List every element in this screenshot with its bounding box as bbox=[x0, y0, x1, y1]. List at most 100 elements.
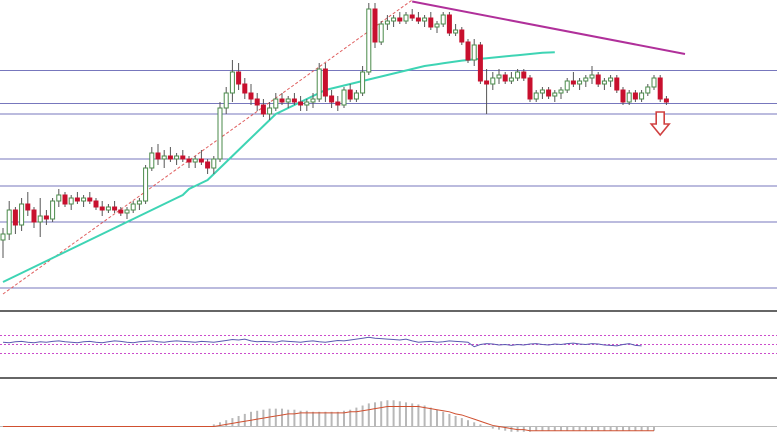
candle-body bbox=[174, 155, 180, 160]
macd-panel bbox=[0, 400, 777, 432]
candle-body bbox=[360, 71, 366, 94]
candle-body bbox=[446, 14, 452, 34]
candle-body bbox=[508, 77, 514, 82]
candle-body bbox=[31, 209, 37, 223]
candle-body bbox=[639, 92, 645, 100]
candle-body bbox=[12, 209, 18, 226]
candle-body bbox=[99, 206, 105, 211]
candle-body bbox=[105, 206, 111, 211]
candle-body bbox=[521, 71, 527, 79]
candle-body bbox=[155, 152, 161, 160]
candle-body bbox=[484, 80, 490, 85]
candle-body bbox=[595, 74, 601, 85]
candle-body bbox=[453, 29, 459, 34]
candle-body bbox=[124, 209, 130, 214]
candle-body bbox=[242, 83, 248, 94]
candle-body bbox=[589, 74, 595, 79]
candle-body bbox=[192, 158, 198, 163]
candle-body bbox=[409, 14, 415, 19]
candle-body bbox=[527, 77, 533, 100]
candle-body bbox=[198, 158, 204, 163]
candle-body bbox=[515, 71, 521, 79]
candle-body bbox=[236, 71, 242, 85]
candle-body bbox=[37, 215, 43, 223]
candle-body bbox=[304, 101, 310, 106]
candle-body bbox=[546, 89, 552, 97]
candle-body bbox=[614, 77, 620, 91]
candle-body bbox=[632, 92, 638, 100]
candle-body bbox=[415, 17, 421, 22]
candle-body bbox=[273, 98, 279, 109]
candle-body bbox=[620, 89, 626, 103]
candle-body bbox=[608, 77, 614, 82]
candle-body bbox=[74, 197, 80, 202]
candle-body bbox=[496, 74, 502, 79]
candle-body bbox=[68, 197, 74, 205]
candle-body bbox=[434, 23, 440, 28]
candle-body bbox=[0, 233, 6, 241]
candle-body bbox=[465, 41, 471, 61]
candle-body bbox=[180, 155, 186, 160]
candle-body bbox=[552, 92, 558, 97]
candle-body bbox=[657, 77, 663, 100]
candle-body bbox=[50, 200, 56, 220]
candle-body bbox=[347, 89, 353, 100]
candle-body bbox=[577, 80, 583, 85]
candle-body bbox=[6, 209, 12, 235]
candle-body bbox=[651, 77, 657, 88]
candle-body bbox=[533, 92, 539, 100]
candle-body bbox=[378, 23, 384, 43]
candle-body bbox=[397, 17, 403, 22]
candle-body bbox=[570, 80, 576, 85]
candle-body bbox=[205, 161, 211, 169]
candle-body bbox=[459, 29, 465, 43]
candle-body bbox=[645, 86, 651, 94]
candle-body bbox=[626, 92, 632, 103]
candle-body bbox=[403, 14, 409, 22]
fib-trend-line bbox=[2, 0, 413, 295]
candle-body bbox=[149, 152, 155, 169]
candle-body bbox=[663, 98, 669, 103]
candle-body bbox=[539, 89, 545, 94]
candle-body bbox=[87, 197, 93, 202]
price-panel bbox=[0, 0, 777, 312]
candle-body bbox=[291, 98, 297, 103]
candle-body bbox=[298, 101, 304, 106]
candle-body bbox=[372, 8, 378, 43]
candle-body bbox=[62, 194, 68, 205]
candle-body bbox=[118, 209, 124, 214]
candle-body bbox=[440, 14, 446, 25]
candle-body bbox=[260, 104, 266, 115]
candle-body bbox=[43, 215, 49, 220]
candle-body bbox=[112, 206, 118, 211]
candle-body bbox=[329, 95, 335, 103]
macd-signal-line bbox=[3, 406, 654, 432]
candle-body bbox=[19, 203, 25, 226]
candle-body bbox=[285, 98, 291, 103]
candle-body bbox=[136, 200, 142, 205]
candle-body bbox=[186, 158, 192, 163]
candle-body bbox=[143, 167, 149, 202]
candle-body bbox=[310, 98, 316, 103]
candle-body bbox=[167, 155, 173, 160]
candle-body bbox=[502, 74, 508, 82]
moving-average-line bbox=[2, 51, 555, 283]
oscillator-line bbox=[2, 336, 642, 348]
candle-body bbox=[384, 20, 390, 25]
candle-body bbox=[564, 80, 570, 91]
candle-body bbox=[601, 80, 607, 85]
oscillator-panel bbox=[0, 335, 777, 379]
candle-body bbox=[254, 98, 260, 106]
candle-body bbox=[341, 89, 347, 106]
candle-body bbox=[229, 71, 235, 94]
candle-body bbox=[217, 107, 223, 160]
candle-body bbox=[558, 89, 564, 94]
candle-body bbox=[130, 203, 136, 211]
candle-body bbox=[25, 203, 31, 211]
candle-body bbox=[161, 155, 167, 160]
candle-body bbox=[248, 92, 254, 100]
candle-body bbox=[223, 92, 229, 109]
candle-body bbox=[353, 92, 359, 100]
